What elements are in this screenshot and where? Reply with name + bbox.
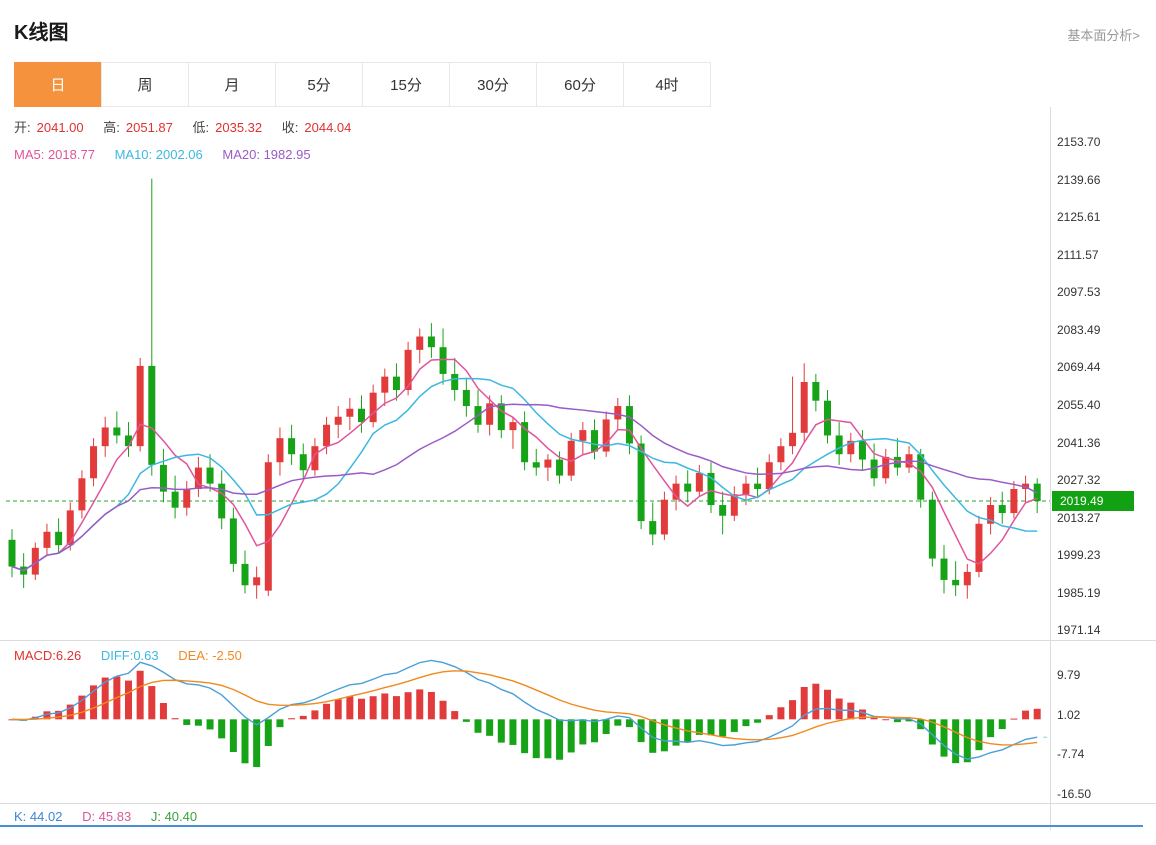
ma-legend: MA5: 2018.77 MA10: 2002.06 MA20: 1982.95 xyxy=(14,147,317,162)
diff-value: DIFF:0.63 xyxy=(100,648,159,663)
kline-canvas[interactable] xyxy=(0,107,1156,830)
high-label: 高: xyxy=(103,120,120,135)
macd-legend: MACD:6.26 DIFF:0.63 DEA: -2.50 xyxy=(14,648,248,663)
close-value: 2044.04 xyxy=(304,120,352,135)
kline-chart: 开: 2041.00 高: 2051.87 低: 2035.32 收: 2044.04 … xyxy=(0,107,1156,830)
high-value: 2051.87 xyxy=(125,120,173,135)
tab-15min[interactable]: 15分 xyxy=(362,62,450,107)
ma10-value: MA10: 2002.06 xyxy=(114,147,203,162)
tab-60min[interactable]: 60分 xyxy=(536,62,624,107)
tab-week[interactable]: 周 xyxy=(101,62,189,107)
low-label: 低: xyxy=(192,120,210,135)
fundamental-analysis-link[interactable]: 基本面分析> xyxy=(1067,28,1140,43)
ohlc-legend: 开: 2041.00 高: 2051.87 低: 2035.32 收: 2044.04 xyxy=(14,117,357,136)
kdj-legend: K: 44.02 D: 45.83 J: 40.40 xyxy=(14,809,203,824)
ma20-value: MA20: 1982.95 xyxy=(222,147,311,162)
tab-4hour[interactable]: 4时 xyxy=(623,62,711,107)
j-value: J: 40.40 xyxy=(150,809,198,824)
tab-30min[interactable]: 30分 xyxy=(449,62,537,107)
macd-value: MACD:6.26 xyxy=(14,648,82,663)
tab-5min[interactable]: 5分 xyxy=(275,62,363,107)
open-label: 开: xyxy=(14,120,31,135)
current-price-badge: 2019.49 xyxy=(1052,491,1134,512)
page-header: K线图 基本面分析> xyxy=(0,0,1156,62)
tab-day[interactable]: 日 xyxy=(14,62,102,107)
page-title: K线图 xyxy=(14,22,69,44)
dea-value: DEA: -2.50 xyxy=(178,648,242,663)
low-value: 2035.32 xyxy=(215,120,263,135)
ma5-value: MA5: 2018.77 xyxy=(14,147,95,162)
tab-month[interactable]: 月 xyxy=(188,62,276,107)
interval-tabs: 日 周 月 5分 15分 30分 60分 4时 xyxy=(14,62,1156,107)
k-value: K: 44.02 xyxy=(14,809,63,824)
kdj-pane-line xyxy=(0,825,1143,827)
d-value: D: 45.83 xyxy=(82,809,132,824)
open-value: 2041.00 xyxy=(36,120,84,135)
close-label: 收: xyxy=(281,120,299,135)
